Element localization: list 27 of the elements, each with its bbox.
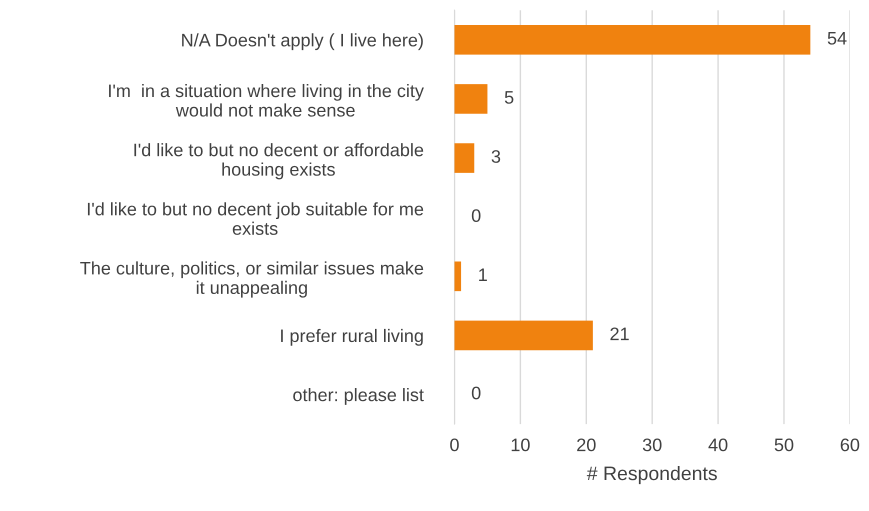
bar: [454, 262, 462, 292]
x-tick-label: 0: [450, 438, 459, 452]
x-tick-label: 30: [642, 438, 662, 452]
bar: [454, 320, 593, 350]
y-tick-label: other: please list: [293, 388, 424, 405]
bar: [454, 25, 810, 55]
x-axis-title: # Respondents: [586, 466, 717, 484]
data-label: 21: [610, 327, 629, 340]
bar: [454, 84, 488, 114]
y-tick-label: N/A Doesn't apply ( I live here): [182, 33, 423, 50]
y-tick-label: I'd like to but no decent or affordable housing exists: [134, 143, 424, 180]
x-tick-label: 20: [577, 438, 596, 452]
data-label: 54: [828, 32, 847, 45]
bar: [454, 143, 474, 173]
x-tick-label: 10: [512, 438, 530, 452]
x-tick-label: 60: [840, 438, 860, 452]
data-label: 3: [492, 150, 500, 163]
y-tick-label: I'd like to but no decent job suitable for me exists: [88, 202, 424, 235]
x-tick-label: 50: [774, 438, 794, 452]
y-tick-label: The culture, politics, or similar issues make it unappealing: [80, 261, 424, 298]
data-label: 0: [472, 209, 480, 222]
y-tick-label: I prefer rural living: [281, 328, 423, 346]
x-tick-label: 40: [708, 438, 728, 452]
data-label: 1: [479, 268, 487, 281]
y-tick-label: I'm in a situation where living in the city would not make sense: [109, 84, 424, 117]
data-label: 5: [504, 91, 514, 104]
data-label: 0: [472, 386, 480, 400]
